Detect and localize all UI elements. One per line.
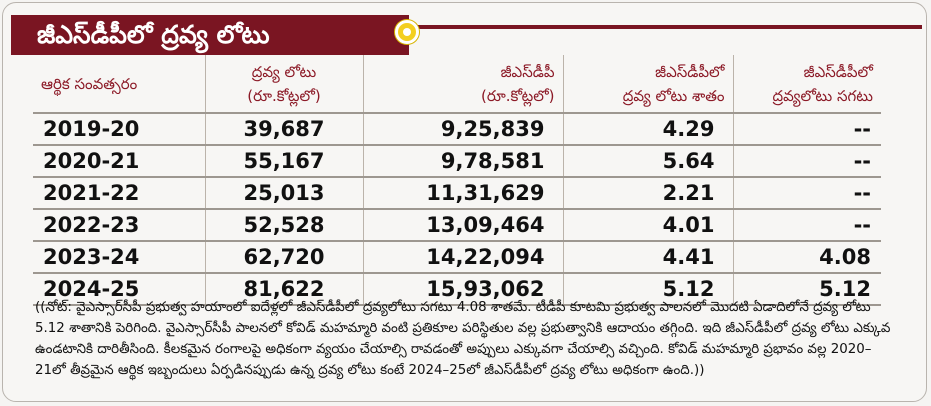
cell-avg: 4.08 [732,240,881,274]
table-row: 2024-25 81,622 15,93,062 5.12 5.12 [33,272,881,306]
header-pct-line1: జీఎస్‌డీపీలో [655,62,725,81]
header-deficit: ద్రవ్య లోటు (రూ.కోట్లలో) [204,55,363,113]
cell-pct: 5.12 [562,272,733,306]
table-header-row: ఆర్థిక సంవత్సరం ద్రవ్య లోటు (రూ.కోట్లలో)… [33,55,881,113]
cell-gsdp: 9,25,839 [362,112,563,146]
deficit-table: ఆర్థిక సంవత్సరం ద్రవ్య లోటు (రూ.కోట్లలో)… [33,55,881,306]
cell-avg: -- [732,112,881,146]
header-avg-line1: జీఎస్‌డీపీలో [803,62,873,81]
cell-pct: 4.29 [562,112,733,146]
header-avg-line2: ద్రవ్యలోటు సగటు [772,86,873,105]
header-avg: జీఎస్‌డీపీలో ద్రవ్యలోటు సగటు [732,55,881,113]
table-row: 2023-24 62,720 14,22,094 4.41 4.08 [33,240,881,274]
cell-year: 2021-22 [33,176,205,210]
header-gsdp: జీఎస్‌డీపీ (రూ.కోట్లలో) [362,55,563,113]
cell-pct: 5.64 [562,144,733,178]
footnote: ((నోట్‌: వైఎస్సార్‌సీపీ ప్రభుత్వ హయాంలో … [35,300,891,378]
cell-gsdp: 11,31,629 [362,176,563,210]
cell-deficit: 81,622 [204,272,363,306]
table-row: 2022-23 52,528 13,09,464 4.01 -- [33,208,881,242]
page-title: జీఎస్‌డీపీలో ద్రవ్య లోటు [11,15,409,55]
cell-gsdp: 14,22,094 [362,240,563,274]
cell-pct: 4.01 [562,208,733,242]
cell-deficit: 55,167 [204,144,363,178]
header-gsdp-line1: జీఎస్‌డీపీ [500,62,555,81]
header-gsdp-line2: (రూ.కోట్లలో) [480,86,555,105]
table-row: 2021-22 25,013 11,31,629 2.21 -- [33,176,881,210]
cell-gsdp: 13,09,464 [362,208,563,242]
cell-deficit: 39,687 [204,112,363,146]
cell-pct: 4.41 [562,240,733,274]
header-deficit-line2: (రూ.కోట్లలో) [247,86,321,105]
table-row: 2020-21 55,167 9,78,581 5.64 -- [33,144,881,178]
cell-year: 2020-21 [33,144,205,178]
header-pct-line2: ద్రవ్య లోటు శాతం [622,86,725,105]
infographic-card: జీఎస్‌డీపీలో ద్రవ్య లోటు ఆర్థిక సంవత్సరం… [2,2,927,402]
bullet-dot-icon [395,20,419,44]
table-row: 2019-20 39,687 9,25,839 4.29 -- [33,112,881,146]
header-pct: జీఎస్‌డీపీలో ద్రవ్య లోటు శాతం [562,55,733,113]
cell-deficit: 62,720 [204,240,363,274]
header-year: ఆర్థిక సంవత్సరం [33,55,205,113]
cell-avg: -- [732,176,881,210]
cell-avg: -- [732,208,881,242]
cell-gsdp: 9,78,581 [362,144,563,178]
cell-deficit: 52,528 [204,208,363,242]
header-year-label: ఆర్థిక సంవత్సరం [41,74,138,93]
cell-avg: 5.12 [732,272,881,306]
cell-year: 2022-23 [33,208,205,242]
cell-pct: 2.21 [562,176,733,210]
cell-year: 2019-20 [33,112,205,146]
cell-year: 2023-24 [33,240,205,274]
cell-avg: -- [732,144,881,178]
header-deficit-line1: ద్రవ్య లోటు [251,62,317,81]
cell-deficit: 25,013 [204,176,363,210]
cell-year: 2024-25 [33,272,205,306]
title-rule [409,25,922,29]
cell-gsdp: 15,93,062 [362,272,563,306]
